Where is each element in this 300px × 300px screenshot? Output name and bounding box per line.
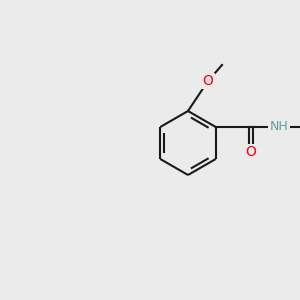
Text: NH: NH	[269, 121, 288, 134]
Text: O: O	[202, 74, 213, 88]
Text: O: O	[245, 145, 256, 159]
